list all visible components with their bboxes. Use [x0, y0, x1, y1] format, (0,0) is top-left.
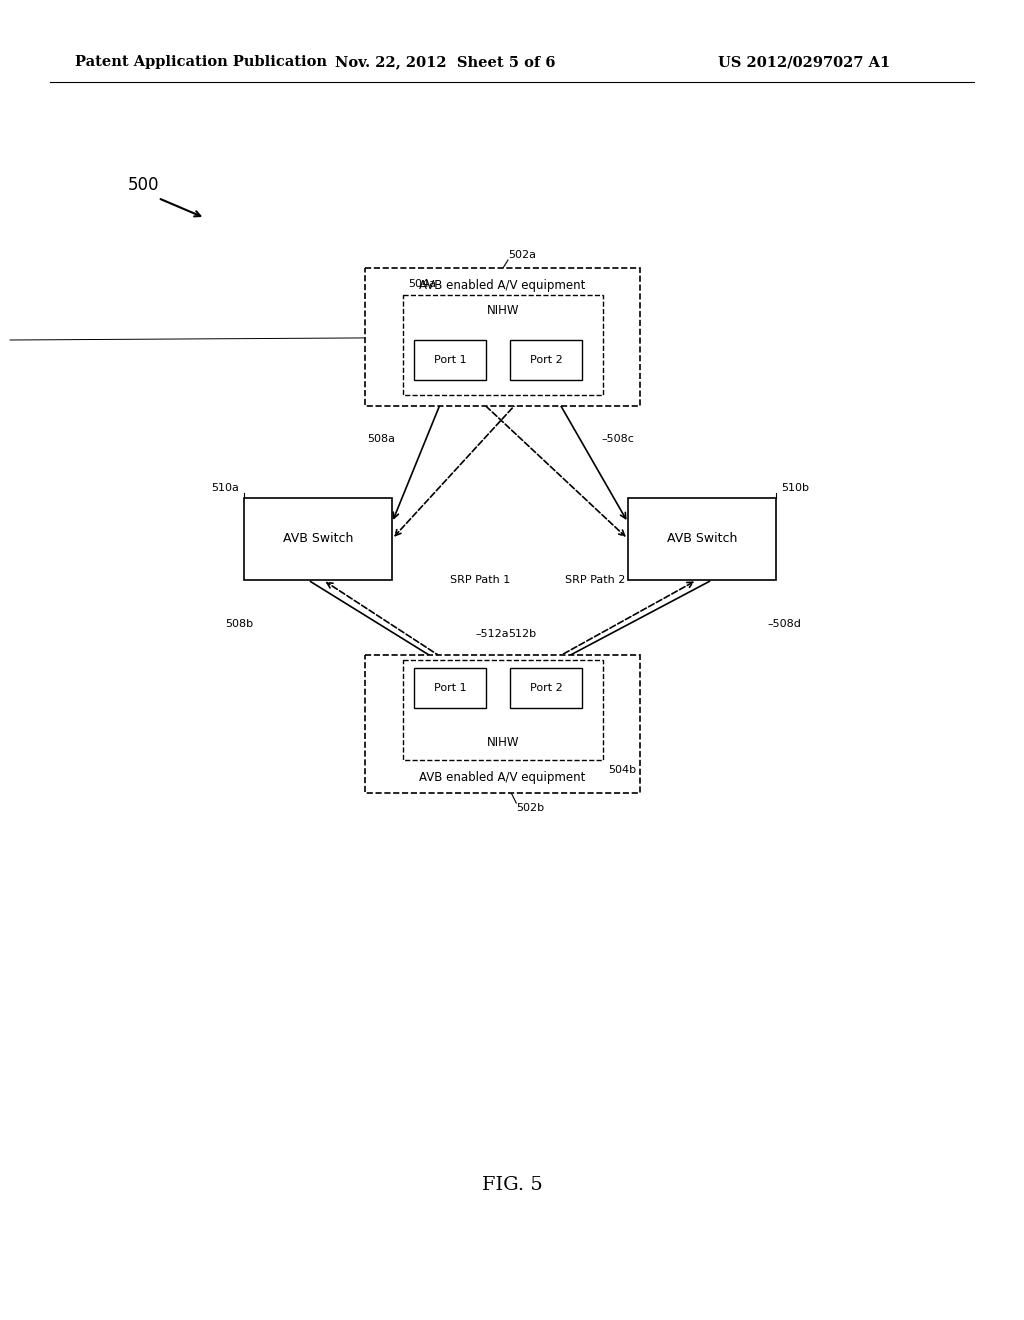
Text: 502b: 502b [516, 803, 545, 813]
Text: –508c: –508c [601, 434, 634, 444]
Text: US 2012/0297027 A1: US 2012/0297027 A1 [718, 55, 890, 69]
Bar [244, 498, 392, 579]
Text: SRP Path 2: SRP Path 2 [565, 576, 626, 585]
Text: –508d: –508d [767, 619, 801, 630]
Text: Patent Application Publication: Patent Application Publication [75, 55, 327, 69]
Text: 502a: 502a [508, 249, 536, 260]
Text: 506a: 506a [416, 327, 442, 337]
Text: 510a: 510a [211, 483, 239, 492]
Text: 508a: 508a [367, 434, 395, 444]
Text: 504a: 504a [408, 279, 436, 289]
Text: Nov. 22, 2012  Sheet 5 of 6: Nov. 22, 2012 Sheet 5 of 6 [335, 55, 555, 69]
Text: 506c: 506c [512, 327, 538, 337]
Text: 510b: 510b [781, 483, 809, 492]
Text: AVB Switch: AVB Switch [283, 532, 353, 545]
Bar [403, 294, 603, 395]
Bar [403, 660, 603, 760]
Text: 512b: 512b [508, 630, 536, 639]
Bar [628, 498, 776, 579]
Text: NIHW: NIHW [486, 305, 519, 318]
Bar [365, 655, 640, 793]
Text: Port 1: Port 1 [434, 355, 466, 366]
Text: 506d: 506d [512, 711, 539, 721]
Text: Port 2: Port 2 [529, 682, 562, 693]
Text: 508b: 508b [225, 619, 253, 630]
Text: 504b: 504b [608, 766, 636, 775]
Bar [365, 268, 640, 407]
Bar [414, 341, 486, 380]
Text: Port 1: Port 1 [434, 682, 466, 693]
Text: NIHW: NIHW [486, 735, 519, 748]
Bar [510, 668, 582, 708]
Text: Port 2: Port 2 [529, 355, 562, 366]
Text: 500: 500 [128, 176, 160, 194]
Bar [510, 341, 582, 380]
Bar [414, 668, 486, 708]
Text: AVB enabled A/V equipment: AVB enabled A/V equipment [419, 280, 586, 293]
Text: AVB Switch: AVB Switch [667, 532, 737, 545]
Text: FIG. 5: FIG. 5 [481, 1176, 543, 1195]
Text: AVB enabled A/V equipment: AVB enabled A/V equipment [419, 771, 586, 784]
Text: SRP Path 1: SRP Path 1 [450, 576, 510, 585]
Text: 506b: 506b [416, 711, 442, 721]
Text: –512a: –512a [475, 630, 509, 639]
